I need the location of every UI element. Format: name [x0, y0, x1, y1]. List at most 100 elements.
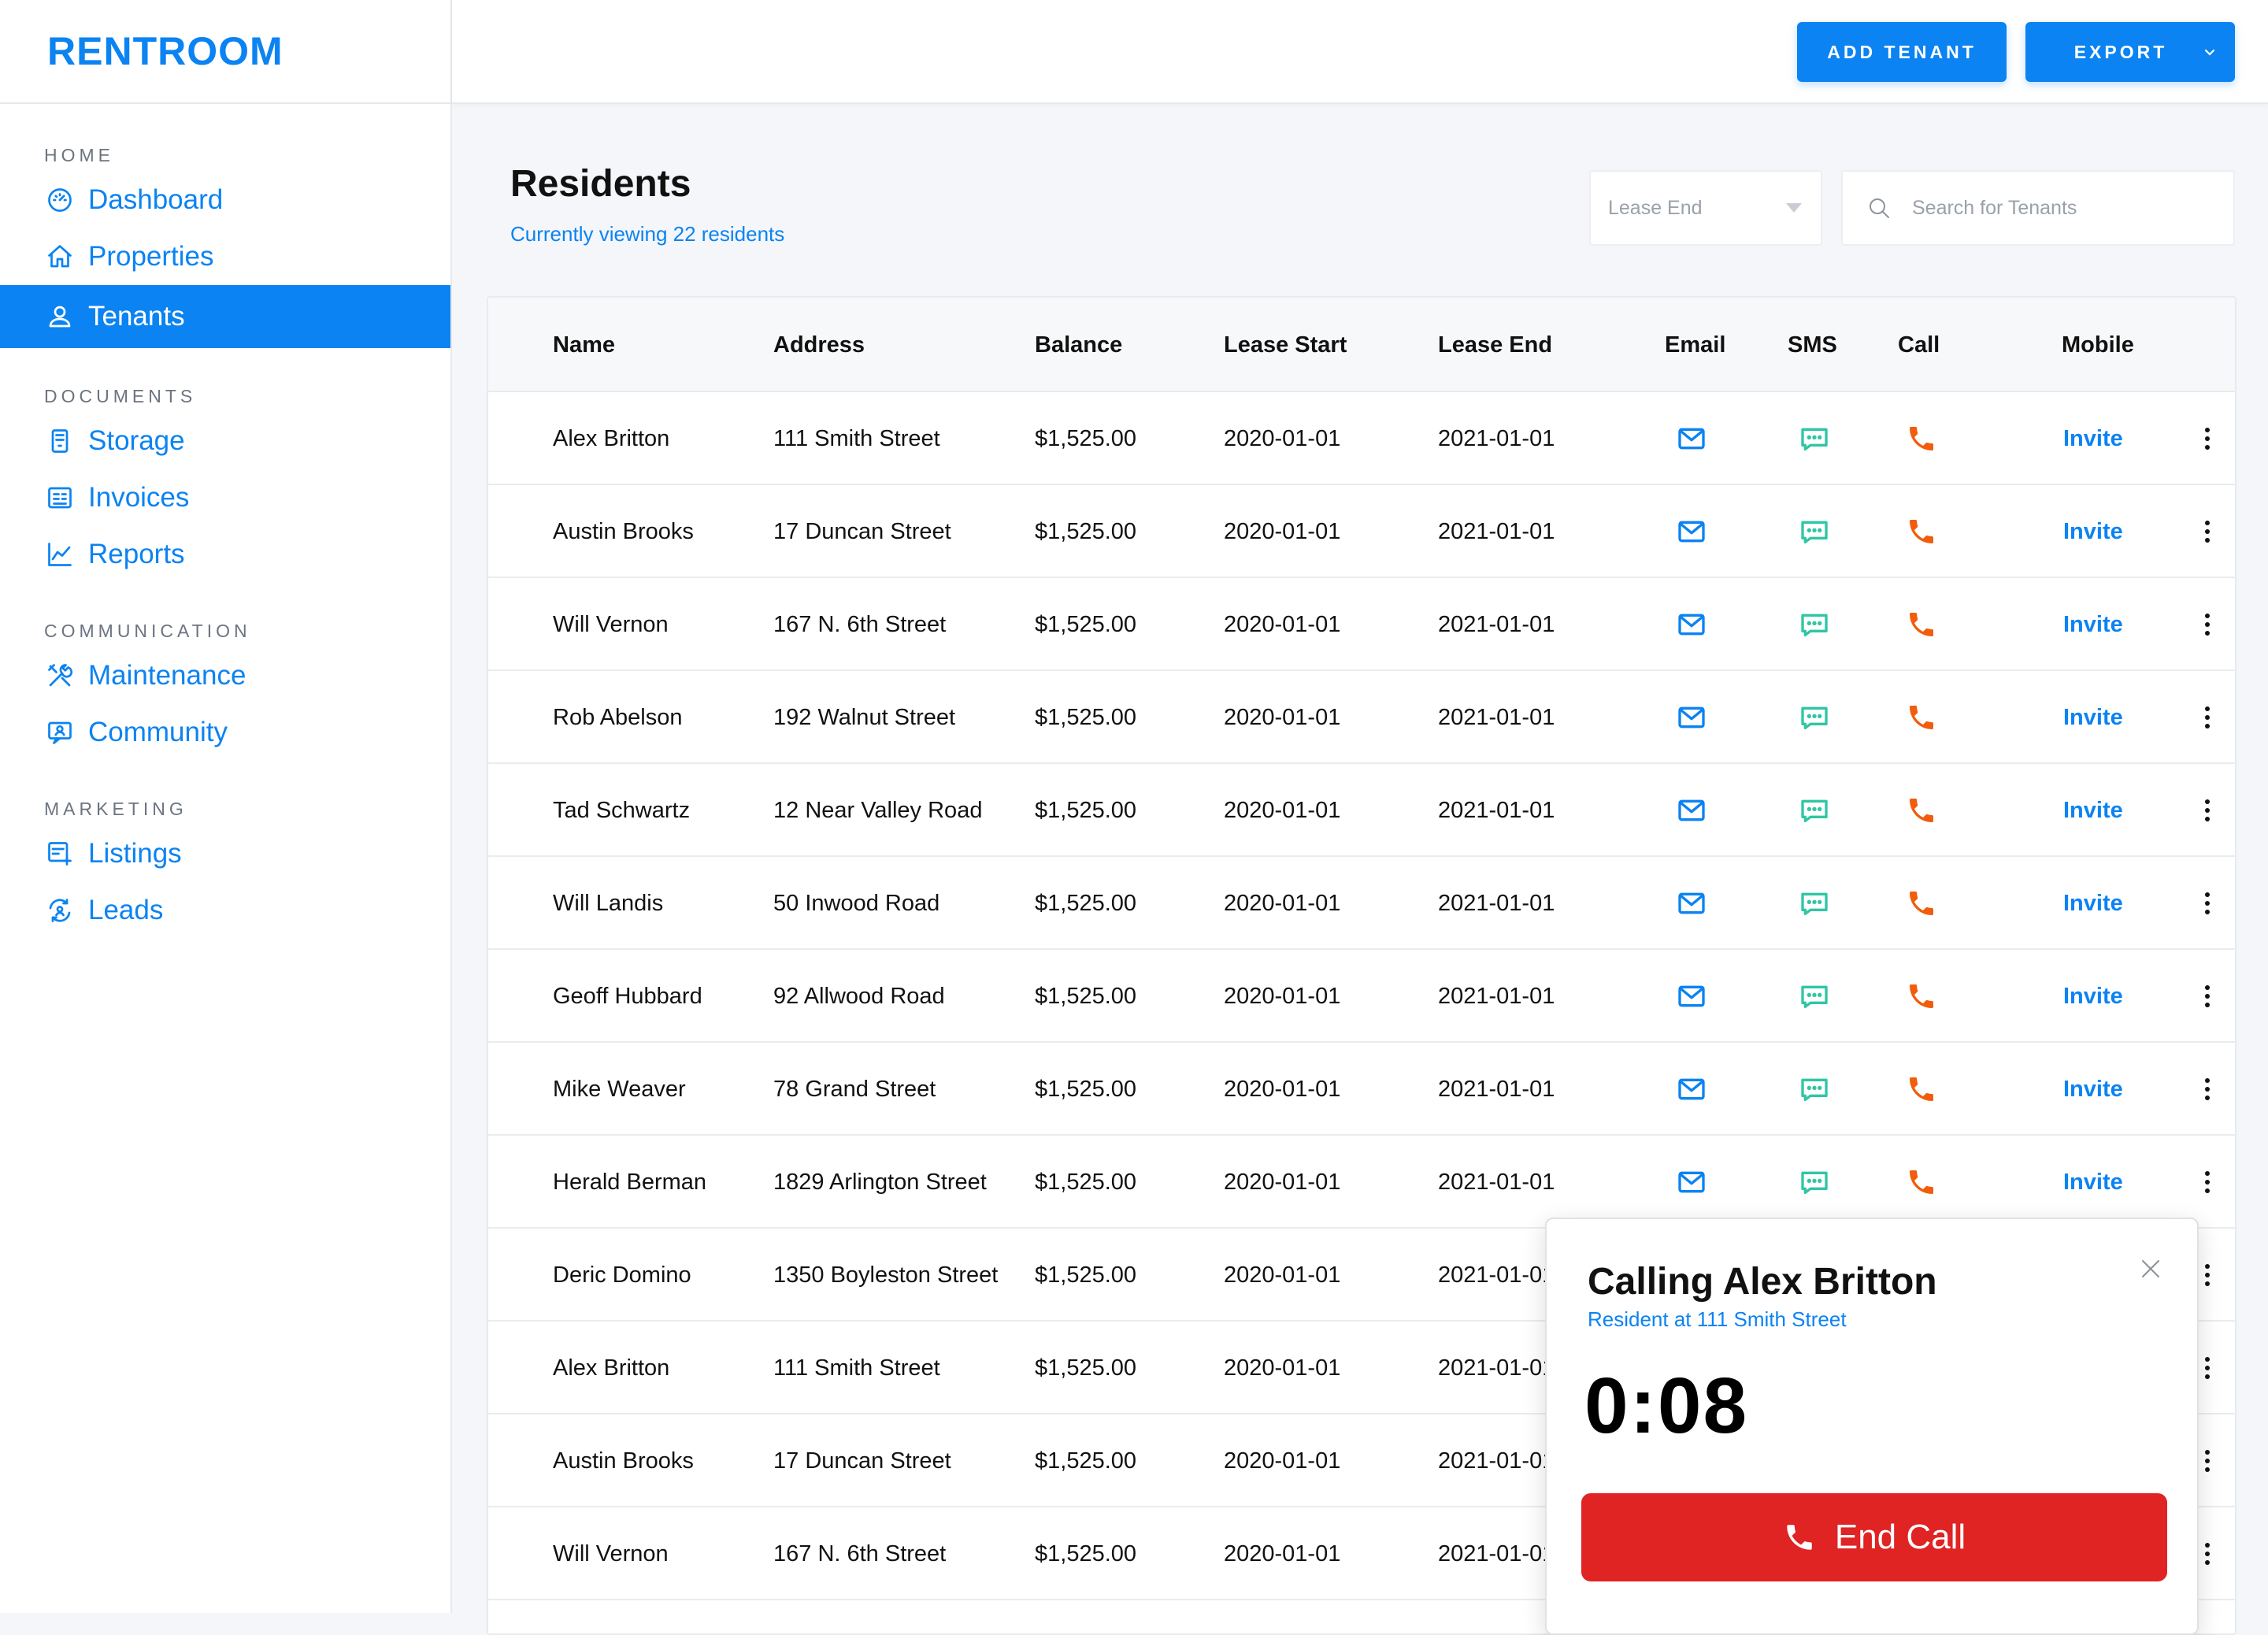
sms-icon[interactable]: [1799, 1166, 1830, 1198]
column-header-mobile[interactable]: Mobile: [2062, 332, 2134, 358]
phone-icon[interactable]: [1906, 609, 1937, 640]
more-vertical-icon[interactable]: [2196, 1259, 2219, 1291]
more-vertical-icon[interactable]: [2196, 1166, 2219, 1198]
cell-name: Will Vernon: [553, 611, 669, 637]
sms-icon[interactable]: [1799, 516, 1830, 547]
phone-icon[interactable]: [1906, 702, 1937, 733]
sms-icon[interactable]: [1799, 888, 1830, 919]
invite-link[interactable]: Invite: [2063, 890, 2123, 916]
phone-icon[interactable]: [1906, 888, 1937, 919]
email-icon[interactable]: [1676, 609, 1707, 640]
table-row[interactable]: Austin Brooks 17 Duncan Street $1,525.00 20…: [488, 485, 2235, 578]
sort-select[interactable]: Lease End: [1589, 170, 1822, 246]
invite-link[interactable]: Invite: [2063, 704, 2123, 730]
cell-lease-start: 2020-01-01: [1224, 1262, 1341, 1288]
email-icon[interactable]: [1676, 795, 1707, 826]
more-vertical-icon[interactable]: [2196, 1352, 2219, 1384]
search-input[interactable]: [1910, 195, 2225, 221]
invite-link[interactable]: Invite: [2063, 611, 2123, 637]
phone-icon[interactable]: [1906, 1166, 1937, 1198]
close-icon[interactable]: [2137, 1255, 2164, 1282]
table-row[interactable]: Geoff Hubbard 92 Allwood Road $1,525.00 202…: [488, 950, 2235, 1043]
sidebar-item-tenants[interactable]: Tenants: [0, 285, 450, 348]
more-vertical-icon[interactable]: [2196, 516, 2219, 547]
email-icon[interactable]: [1676, 1073, 1707, 1105]
column-header-call[interactable]: Call: [1898, 332, 1940, 358]
email-icon[interactable]: [1676, 516, 1707, 547]
invite-link[interactable]: Invite: [2063, 1076, 2123, 1102]
export-button[interactable]: EXPORT: [2025, 22, 2235, 82]
column-header-name[interactable]: Name: [553, 332, 615, 358]
leads-icon: [46, 896, 74, 925]
more-vertical-icon[interactable]: [2196, 1538, 2219, 1570]
sidebar-item-storage[interactable]: Storage: [0, 413, 450, 469]
email-icon[interactable]: [1676, 888, 1707, 919]
sms-icon[interactable]: [1799, 795, 1830, 826]
sidebar-item-reports[interactable]: Reports: [0, 526, 450, 583]
more-vertical-icon[interactable]: [2196, 795, 2219, 826]
sms-icon-cell: [1799, 857, 1830, 950]
sidebar-item-listings[interactable]: Listings: [0, 825, 450, 882]
more-vertical-icon[interactable]: [2196, 888, 2219, 919]
invite-link[interactable]: Invite: [2063, 1169, 2123, 1195]
table-row[interactable]: Will Vernon 167 N. 6th Street $1,525.00 202…: [488, 1507, 2235, 1600]
sidebar-item-invoices[interactable]: Invoices: [0, 469, 450, 526]
table-row[interactable]: Will Landis 50 Inwood Road $1,525.00 2020-0…: [488, 857, 2235, 950]
residents-table: Name Address Balance Lease Start Lease End Em…: [487, 296, 2236, 1635]
sms-icon[interactable]: [1799, 981, 1830, 1012]
brand-logo[interactable]: RENTROOM: [0, 0, 450, 104]
table-row[interactable]: Mike Weaver 78 Grand Street $1,525.00 2020-…: [488, 1043, 2235, 1136]
cell-balance: $1,525.00: [1035, 1169, 1137, 1195]
column-header-lease-end[interactable]: Lease End: [1438, 332, 1553, 358]
sidebar-item-properties[interactable]: Properties: [0, 228, 450, 285]
row-actions-cell: [2196, 1414, 2219, 1507]
email-icon[interactable]: [1676, 981, 1707, 1012]
invite-link[interactable]: Invite: [2063, 425, 2123, 451]
column-header-balance[interactable]: Balance: [1035, 332, 1123, 358]
phone-icon[interactable]: [1906, 516, 1937, 547]
sms-icon[interactable]: [1799, 1073, 1830, 1105]
email-icon[interactable]: [1676, 702, 1707, 733]
column-header-address[interactable]: Address: [773, 332, 865, 358]
phone-icon[interactable]: [1906, 795, 1937, 826]
more-vertical-icon[interactable]: [2196, 423, 2219, 454]
column-header-email[interactable]: Email: [1665, 332, 1726, 358]
column-header-lease-start[interactable]: Lease Start: [1224, 332, 1347, 358]
sidebar-item-community[interactable]: Community: [0, 704, 450, 761]
sidebar-item-leads[interactable]: Leads: [0, 882, 450, 939]
cell-balance: $1,525.00: [1035, 425, 1137, 451]
more-vertical-icon[interactable]: [2196, 1445, 2219, 1477]
column-header-sms[interactable]: SMS: [1788, 332, 1837, 358]
table-row[interactable]: Herald Berman 1829 Arlington Street $1,525…: [488, 1136, 2235, 1229]
phone-icon: [1783, 1521, 1816, 1554]
phone-icon[interactable]: [1906, 423, 1937, 454]
email-icon[interactable]: [1676, 1166, 1707, 1198]
phone-icon[interactable]: [1906, 1073, 1937, 1105]
sms-icon[interactable]: [1799, 702, 1830, 733]
more-vertical-icon[interactable]: [2196, 981, 2219, 1012]
add-tenant-button[interactable]: ADD TENANT: [1797, 22, 2007, 82]
cell-lease-end: 2021-01-01: [1438, 1355, 1555, 1381]
more-vertical-icon[interactable]: [2196, 609, 2219, 640]
more-vertical-icon[interactable]: [2196, 702, 2219, 733]
table-row[interactable]: Will Vernon 167 N. 6th Street $1,525.00 202…: [488, 578, 2235, 671]
table-row[interactable]: Rob Abelson 192 Walnut Street $1,525.00 202…: [488, 671, 2235, 764]
end-call-button[interactable]: End Call: [1581, 1493, 2167, 1581]
more-vertical-icon[interactable]: [2196, 1073, 2219, 1105]
sidebar-item-dashboard[interactable]: Dashboard: [0, 172, 450, 228]
table-row[interactable]: Alex Britton 111 Smith Street $1,525.00 202…: [488, 392, 2235, 485]
phone-icon[interactable]: [1906, 981, 1937, 1012]
email-icon[interactable]: [1676, 423, 1707, 454]
table-row[interactable]: Tad Schwartz 12 Near Valley Road $1,525.00…: [488, 764, 2235, 857]
email-icon-cell: [1676, 578, 1707, 671]
sms-icon[interactable]: [1799, 423, 1830, 454]
sidebar-item-maintenance[interactable]: Maintenance: [0, 647, 450, 704]
invite-link[interactable]: Invite: [2063, 983, 2123, 1009]
email-icon-cell: [1676, 671, 1707, 764]
sms-icon[interactable]: [1799, 609, 1830, 640]
search-icon: [1866, 195, 1892, 221]
invite-link[interactable]: Invite: [2063, 797, 2123, 823]
chart-icon: [46, 540, 74, 569]
cell-lease-end: 2021-01-01: [1438, 1448, 1555, 1474]
invite-link[interactable]: Invite: [2063, 518, 2123, 544]
